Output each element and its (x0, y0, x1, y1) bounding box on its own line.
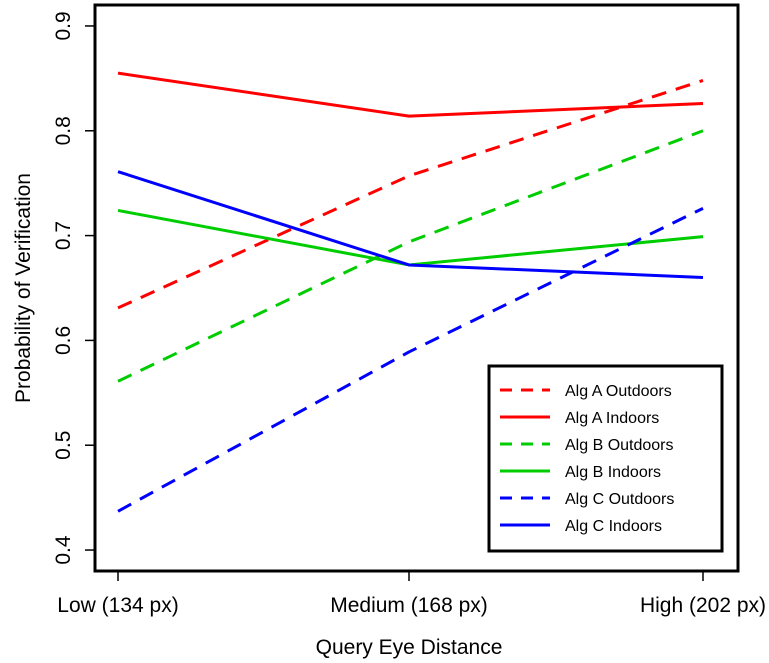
series-line-alg-a-outdoors (117, 79, 704, 310)
legend: Alg A Outdoors Alg A Indoors Alg B Outdoor… (487, 364, 724, 553)
legend-label-alg-c-indoors: Alg C Indoors (565, 518, 662, 535)
x-axis-title: Query Eye Distance (316, 636, 503, 659)
legend-label-alg-c-outdoors: Alg C Outdoors (565, 491, 674, 508)
y-tick-label: 0.7 (52, 221, 75, 250)
series-line-alg-b-outdoors (117, 129, 704, 383)
y-axis-title: Probability of Verification (12, 173, 35, 403)
x-tick-label: Low (134 px) (57, 594, 178, 617)
y-axis: 0.4 0.5 0.6 0.7 0.8 0.9 (52, 11, 96, 565)
y-tick-label: 0.8 (52, 116, 75, 145)
y-tick-label: 0.4 (52, 535, 75, 565)
series-line-alg-c-indoors (117, 170, 704, 280)
legend-items: Alg A Outdoors Alg A Indoors Alg B Outdoor… (500, 383, 674, 535)
series-line-alg-a-indoors (117, 71, 704, 118)
series-layer (117, 71, 704, 513)
y-tick-label: 0.9 (52, 11, 75, 40)
x-tick-label: High (202 px) (640, 594, 766, 617)
y-tick-label: 0.6 (52, 326, 75, 355)
legend-label-alg-b-indoors: Alg B Indoors (565, 464, 661, 481)
y-tick-label: 0.5 (52, 431, 75, 460)
series-line-alg-c-outdoors (117, 206, 704, 513)
legend-label-alg-a-indoors: Alg A Indoors (565, 410, 659, 427)
x-axis: Low (134 px) Medium (168 px) High (202 px) (57, 570, 766, 617)
legend-box (487, 364, 724, 553)
series-line-alg-b-indoors (117, 208, 704, 267)
legend-label-alg-a-outdoors: Alg A Outdoors (565, 383, 672, 400)
x-tick-label: Medium (168 px) (330, 594, 488, 617)
legend-label-alg-b-outdoors: Alg B Outdoors (565, 437, 674, 454)
